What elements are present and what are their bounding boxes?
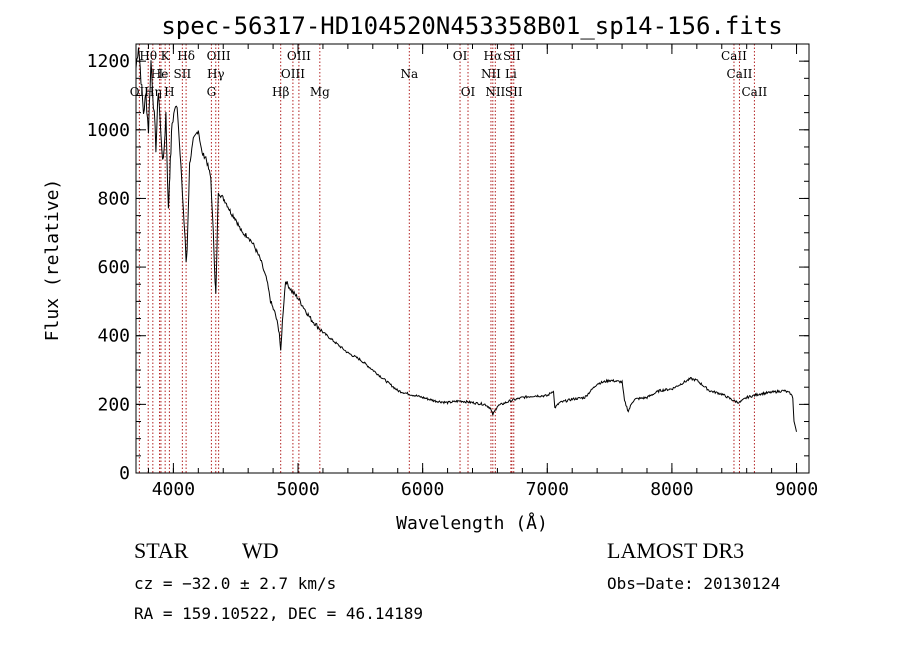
spectral-line-label: OI	[453, 49, 468, 63]
spectral-line-label: CaII	[741, 85, 767, 99]
spectral-line-label: Na	[400, 67, 418, 81]
axes: 4000 5000 6000 7000 8000 9000 0 200 400 600 800 100…	[87, 44, 818, 500]
object-subclass: WD	[242, 538, 279, 563]
x-tick-label: 9000	[775, 479, 818, 500]
coordinates: RA = 159.10522, DEC = 46.14189	[134, 604, 423, 623]
y-tick-label: 400	[97, 326, 130, 347]
y-tick-label: 1200	[87, 51, 130, 72]
spectral-line-label: CaII	[727, 67, 753, 81]
spectral-line-label: G	[207, 85, 217, 99]
spectral-line-label: Hδ	[177, 49, 195, 63]
flux-series	[135, 47, 797, 432]
y-tick-label: 0	[119, 463, 130, 484]
x-axis-label: Wavelength (Å)	[396, 512, 548, 534]
y-tick-label: 600	[97, 257, 130, 278]
spectral-line-label: SII	[174, 67, 192, 81]
x-tick-label: 8000	[650, 479, 693, 500]
spectral-line-label: SII	[503, 49, 521, 63]
survey-name: LAMOST DR3	[607, 538, 745, 563]
x-tick-label: 4000	[152, 479, 195, 500]
spectral-line-label: OII	[130, 85, 150, 99]
x-tick-label: 6000	[401, 479, 444, 500]
chart-title: spec-56317-HD104520N453358B01_sp14-156.f…	[161, 12, 782, 40]
x-tick-label: 5000	[276, 479, 319, 500]
y-tick-label: 200	[97, 394, 130, 415]
spectral-line-label: OI	[461, 85, 476, 99]
spectral-line-label: OIII	[287, 49, 311, 63]
spectral-line-label: Hα	[484, 49, 503, 63]
object-class: STAR	[134, 538, 189, 563]
spectral-line-label: OIII	[281, 67, 305, 81]
spectral-line-label: CaII	[721, 49, 747, 63]
redshift-cz: cz = −32.0 ± 2.7 km/s	[134, 574, 337, 593]
spectral-line-label: SII	[505, 85, 523, 99]
flux-line	[135, 47, 797, 432]
y-tick-label: 800	[97, 188, 130, 209]
observation-date: Obs−Date: 20130124	[607, 574, 781, 593]
spectral-line-label: NII	[481, 67, 501, 81]
spectral-line-label: Hγ	[207, 67, 225, 81]
spectral-line-label: H	[164, 85, 174, 99]
plot-frame	[135, 43, 810, 474]
spectral-line-label: OIII	[207, 49, 231, 63]
spectral-line-label: Mg	[310, 85, 330, 99]
x-tick-label: 7000	[526, 479, 569, 500]
spectral-line-label: He	[151, 67, 169, 81]
spectral-line-label: Hβ	[272, 85, 289, 99]
spectral-line-label: K	[161, 49, 171, 63]
spectral-line-label: NII	[485, 85, 505, 99]
y-axis-label: Flux (relative)	[42, 179, 63, 342]
y-tick-label: 1000	[87, 120, 130, 141]
spectral-line-label: I	[159, 67, 164, 81]
spectral-line-label: Li	[505, 67, 517, 81]
